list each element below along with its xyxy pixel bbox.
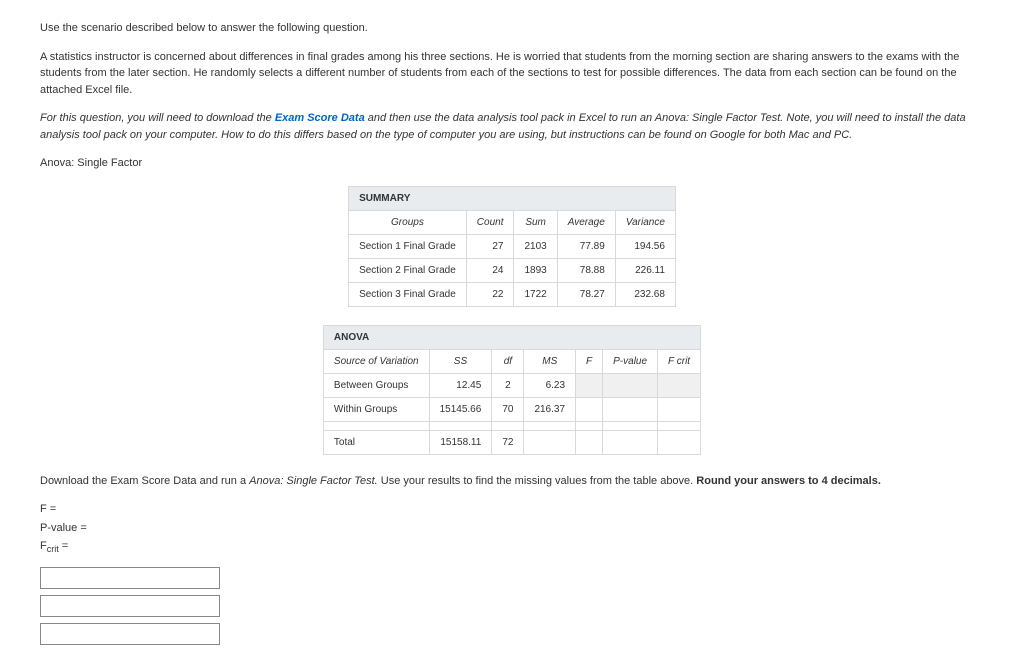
cell [603, 397, 658, 421]
cell [576, 430, 603, 454]
summary-header: SUMMARY [349, 186, 676, 210]
cell: 70 [492, 397, 524, 421]
cell: 226.11 [615, 258, 675, 282]
cell: Section 2 Final Grade [349, 258, 467, 282]
cell: 232.68 [615, 282, 675, 306]
cell [576, 397, 603, 421]
summary-table: SUMMARY Groups Count Sum Average Varianc… [348, 186, 676, 307]
ri-c: Use your results to find the missing val… [378, 475, 697, 487]
download-instruction: For this question, you will need to down… [40, 110, 984, 143]
col-fcrit: F crit [658, 349, 701, 373]
fc-post: = [59, 540, 68, 552]
answer-labels: F = P-value = Fcrit = [40, 501, 984, 557]
cell [323, 421, 429, 430]
cell: Total [323, 430, 429, 454]
cell: 27 [466, 234, 514, 258]
fc-pre: F [40, 540, 47, 552]
anova-table: ANOVA Source of Variation SS df MS F P-v… [323, 325, 701, 455]
cell: 22 [466, 282, 514, 306]
ri-d: Round your answers to 4 decimals. [696, 475, 881, 487]
cell [524, 430, 576, 454]
cell: 78.88 [557, 258, 615, 282]
cell [429, 421, 492, 430]
col-variance: Variance [615, 210, 675, 234]
table-row [323, 421, 700, 430]
table-row: Within Groups 15145.66 70 216.37 [323, 397, 700, 421]
cell: Within Groups [323, 397, 429, 421]
col-src: Source of Variation [323, 349, 429, 373]
cell: 6.23 [524, 373, 576, 397]
cell [492, 421, 524, 430]
table-row: Section 3 Final Grade 22 1722 78.27 232.… [349, 282, 676, 306]
cell: 15145.66 [429, 397, 492, 421]
cell: 2 [492, 373, 524, 397]
col-groups: Groups [349, 210, 467, 234]
cell: Section 1 Final Grade [349, 234, 467, 258]
result-instruction: Download the Exam Score Data and run a A… [40, 473, 984, 490]
scenario-instruction: Use the scenario described below to answ… [40, 20, 984, 37]
cell: 15158.11 [429, 430, 492, 454]
cell [524, 421, 576, 430]
cell [658, 397, 701, 421]
cell: Between Groups [323, 373, 429, 397]
cell-missing-f [576, 373, 603, 397]
ri-b: Anova: Single Factor Test. [249, 475, 378, 487]
cell-missing-p [603, 373, 658, 397]
dl-text-a: For this question, you will need to down… [40, 112, 275, 124]
col-ss: SS [429, 349, 492, 373]
col-p: P-value [603, 349, 658, 373]
cell: 1893 [514, 258, 557, 282]
cell: 1722 [514, 282, 557, 306]
cell-missing-fcrit [658, 373, 701, 397]
label-f: F = [40, 501, 984, 518]
cell: 2103 [514, 234, 557, 258]
label-fcrit: Fcrit = [40, 538, 984, 557]
col-ms: MS [524, 349, 576, 373]
col-average: Average [557, 210, 615, 234]
cell: 78.27 [557, 282, 615, 306]
table-row: Section 1 Final Grade 27 2103 77.89 194.… [349, 234, 676, 258]
cell: 77.89 [557, 234, 615, 258]
label-pvalue: P-value = [40, 520, 984, 537]
cell [658, 421, 701, 430]
col-df: df [492, 349, 524, 373]
fc-sub: crit [47, 544, 59, 554]
scenario-description: A statistics instructor is concerned abo… [40, 49, 984, 99]
cell [576, 421, 603, 430]
cell [658, 430, 701, 454]
answer-inputs [40, 567, 984, 645]
cell: 24 [466, 258, 514, 282]
ri-a: Download the Exam Score Data and run a [40, 475, 249, 487]
col-count: Count [466, 210, 514, 234]
tables-container: SUMMARY Groups Count Sum Average Varianc… [40, 186, 984, 455]
anova-header: ANOVA [323, 325, 700, 349]
cell: 194.56 [615, 234, 675, 258]
fcrit-input[interactable] [40, 623, 220, 645]
cell: 216.37 [524, 397, 576, 421]
pvalue-input[interactable] [40, 595, 220, 617]
anova-label: Anova: Single Factor [40, 155, 984, 172]
col-sum: Sum [514, 210, 557, 234]
cell: Section 3 Final Grade [349, 282, 467, 306]
table-row: Between Groups 12.45 2 6.23 [323, 373, 700, 397]
cell: 12.45 [429, 373, 492, 397]
cell: 72 [492, 430, 524, 454]
exam-score-data-link[interactable]: Exam Score Data [275, 112, 365, 124]
table-row: Total 15158.11 72 [323, 430, 700, 454]
table-row: Section 2 Final Grade 24 1893 78.88 226.… [349, 258, 676, 282]
cell [603, 430, 658, 454]
cell [603, 421, 658, 430]
f-input[interactable] [40, 567, 220, 589]
col-f: F [576, 349, 603, 373]
